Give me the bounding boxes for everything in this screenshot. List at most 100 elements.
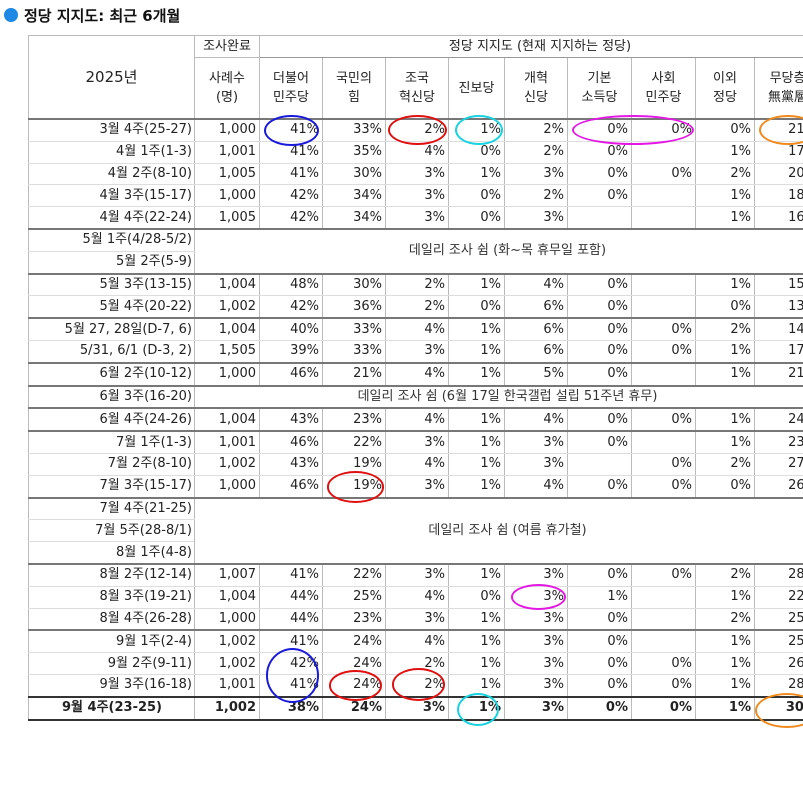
sample-size-cell: 1,505: [194, 339, 260, 364]
support-value-cell: 19%: [322, 474, 386, 499]
support-value-cell: 4%: [504, 407, 568, 432]
support-value-cell: 13%: [753, 295, 803, 319]
period-cell: 8월 2주(12-14): [28, 562, 195, 587]
period-cell: 3월 4주(25-27): [28, 117, 195, 142]
period-cell: 7월 2주(8-10): [28, 452, 195, 476]
sample-size-cell: 1,004: [194, 317, 260, 341]
group-header: 정당 지지도 (현재 지지하는 정당): [258, 35, 803, 58]
support-value-cell: 41%: [259, 140, 323, 164]
party-name-line2: 신당: [524, 90, 548, 105]
sample-header-line1: 조사완료: [194, 35, 260, 58]
party-name-line1: 사회: [651, 71, 676, 86]
support-value-cell: 2%: [504, 117, 568, 142]
party-name-line1: 조국: [405, 71, 429, 86]
sample-size-cell: 1,001: [194, 673, 260, 698]
support-value-cell: 3%: [504, 673, 568, 698]
support-value-cell: 23%: [322, 407, 386, 432]
period-cell: 8월 1주(4-8): [28, 541, 195, 565]
party-header-8: 무당층 無黨層: [753, 57, 803, 120]
support-value-cell: [631, 430, 696, 454]
support-value-cell: 2%: [695, 162, 755, 186]
support-value-cell: 16%: [753, 206, 803, 230]
sample-size-cell: 1,004: [194, 272, 260, 297]
support-value-cell: 1%: [695, 629, 755, 654]
support-value-cell: 0%: [567, 652, 632, 675]
support-value-cell: 3%: [504, 562, 568, 587]
period-cell: 8월 4주(26-28): [28, 607, 195, 631]
party-name-line2: 無黨層: [768, 90, 803, 105]
support-value-cell: 0%: [695, 474, 755, 499]
support-value-cell: 26%: [753, 652, 803, 675]
support-value-cell: 4%: [385, 407, 449, 432]
period-cell: 5월 2주(5-9): [28, 250, 195, 275]
support-value-cell: 1%: [695, 361, 755, 387]
support-value-cell: 3%: [385, 339, 449, 364]
sample-size-cell: 1,000: [194, 607, 260, 631]
support-value-cell: 4%: [385, 585, 449, 609]
period-cell: 5월 1주(4/28-5/2): [28, 227, 195, 252]
period-cell: 9월 2주(9-11): [28, 652, 195, 675]
party-name-line2: 정당: [713, 90, 737, 105]
support-value-cell: 1%: [695, 430, 755, 454]
table-row: 5/31, 6/1 (D-3, 2) 1,505 39% 33% 3% 1% 6% 0% 0% 1…: [28, 339, 803, 364]
support-value-cell: 40%: [259, 317, 323, 341]
sample-header-line2: 사례수: [209, 71, 245, 86]
support-value-cell: 42%: [259, 184, 323, 208]
party-name-line2: 힘: [348, 90, 360, 105]
support-value-cell: 24%: [322, 629, 386, 654]
support-value-cell: 0%: [567, 339, 632, 364]
support-value-cell: 34%: [322, 206, 386, 230]
support-value-cell: 3%: [504, 652, 568, 675]
support-value-cell: 24%: [322, 695, 386, 721]
support-value-cell: 18%: [753, 184, 803, 208]
support-value-cell: 43%: [259, 407, 323, 432]
support-value-cell: 2%: [385, 117, 449, 142]
bullet-dot-icon: [4, 8, 18, 22]
support-value-cell: 41%: [259, 162, 323, 186]
support-value-cell: 3%: [385, 607, 449, 631]
support-value-cell: 5%: [504, 361, 568, 387]
party-name-line1: 무당층: [769, 71, 803, 86]
support-value-cell: 0%: [695, 117, 755, 142]
support-value-cell: 2%: [504, 140, 568, 164]
sample-size-cell: 1,000: [194, 117, 260, 142]
support-value-cell: 1%: [448, 117, 505, 142]
support-value-cell: 1%: [448, 430, 505, 454]
party-header-3: 진보당: [448, 57, 505, 120]
sample-size-cell: 1,002: [194, 695, 260, 721]
support-value-cell: 4%: [385, 629, 449, 654]
party-name-line2: 혁신당: [399, 90, 435, 105]
support-value-cell: [631, 607, 696, 631]
support-value-cell: 4%: [385, 361, 449, 387]
support-value-cell: 1%: [695, 339, 755, 364]
support-value-cell: 1%: [695, 206, 755, 230]
support-value-cell: 2%: [695, 317, 755, 341]
support-value-cell: 1%: [448, 607, 505, 631]
support-value-cell: 0%: [631, 317, 696, 341]
support-value-cell: 2%: [695, 562, 755, 587]
support-value-cell: 1%: [448, 652, 505, 675]
party-name-line1: 기본: [587, 71, 612, 86]
period-cell: 6월 4주(24-26): [28, 407, 195, 432]
support-value-cell: 0%: [567, 562, 632, 587]
sample-size-cell: 1,002: [194, 452, 260, 476]
sample-size-cell: 1,004: [194, 585, 260, 609]
support-value-cell: 1%: [448, 162, 505, 186]
support-value-cell: 41%: [259, 629, 323, 654]
support-value-cell: 1%: [448, 673, 505, 698]
support-value-cell: 1%: [567, 585, 632, 609]
sample-size-cell: 1,002: [194, 629, 260, 654]
support-value-cell: 6%: [504, 317, 568, 341]
party-name-line2: 민주당: [645, 90, 682, 105]
support-value-cell: 1%: [448, 452, 505, 476]
period-cell: 5월 4주(20-22): [28, 295, 195, 319]
support-value-cell: [631, 361, 696, 387]
support-value-cell: 3%: [504, 607, 568, 631]
